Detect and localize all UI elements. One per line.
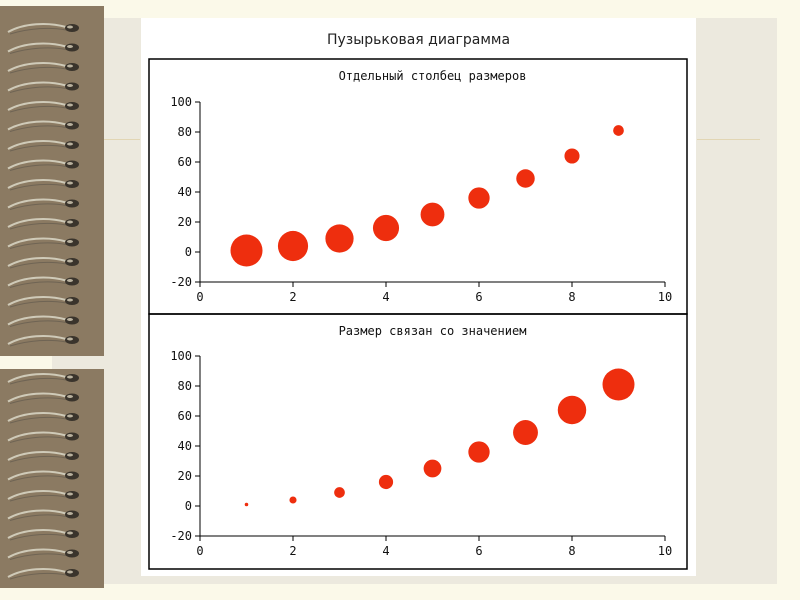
- x-tick-label: 4: [382, 290, 389, 304]
- y-tick-label: 20: [178, 469, 192, 483]
- bubble: [372, 214, 400, 242]
- binder-ring: [7, 198, 79, 210]
- x-tick-label: 10: [658, 290, 672, 304]
- bubble: [602, 368, 635, 401]
- binder-strip-bottom: [0, 369, 104, 588]
- y-tick-label: 100: [170, 349, 192, 363]
- binder-ring: [7, 62, 79, 74]
- y-tick-label: 100: [170, 95, 192, 109]
- bubble: [334, 487, 345, 498]
- binder-ring: [7, 431, 79, 443]
- bubble-charts: Отдельный столбец размеров-2002040608010…: [148, 58, 688, 570]
- bubble: [289, 496, 297, 504]
- binder-ring: [7, 568, 79, 580]
- y-tick-label: -20: [170, 275, 192, 289]
- x-tick-label: 6: [475, 290, 482, 304]
- binder-ring: [7, 315, 79, 327]
- binder-ring: [7, 179, 79, 191]
- y-tick-label: 20: [178, 215, 192, 229]
- y-tick-label: -20: [170, 529, 192, 543]
- bubble: [513, 420, 538, 445]
- x-tick-label: 0: [196, 544, 203, 558]
- binder-ring: [7, 509, 79, 521]
- chart-title: Отдельный столбец размеров: [339, 69, 527, 83]
- binder-ring: [7, 42, 79, 54]
- x-tick-label: 2: [289, 290, 296, 304]
- y-tick-label: 60: [178, 409, 192, 423]
- binder-ring: [7, 237, 79, 249]
- spiral-rings-icon: [7, 23, 79, 580]
- chart-panel: Пузырьковая диаграмма Отдельный столбец …: [141, 18, 696, 576]
- binder-ring: [7, 140, 79, 152]
- binder-ring: [7, 373, 79, 385]
- chart-2: Размер связан со значением-2002040608010…: [148, 313, 688, 570]
- bubble: [557, 395, 587, 425]
- bubble: [423, 459, 442, 478]
- x-tick-label: 0: [196, 290, 203, 304]
- bubble: [516, 169, 535, 188]
- binder-ring: [7, 412, 79, 424]
- binder-ring: [7, 257, 79, 269]
- binder-ring: [7, 490, 79, 502]
- slide-rule-left: [88, 139, 140, 140]
- binder-ring: [7, 120, 79, 132]
- binder-ring: [7, 159, 79, 171]
- y-tick-label: 60: [178, 155, 192, 169]
- chart-1: Отдельный столбец размеров-2002040608010…: [148, 58, 688, 315]
- x-tick-label: 10: [658, 544, 672, 558]
- bubble: [244, 502, 249, 507]
- bubble: [378, 474, 394, 490]
- bubble: [420, 202, 445, 227]
- bubble: [325, 224, 354, 253]
- binder-ring: [7, 101, 79, 113]
- bubble: [468, 441, 490, 463]
- y-tick-label: 0: [185, 499, 192, 513]
- bubble: [277, 230, 309, 262]
- x-tick-label: 6: [475, 544, 482, 558]
- chart-title: Размер связан со значением: [339, 324, 527, 338]
- x-tick-label: 4: [382, 544, 389, 558]
- bubble: [468, 187, 490, 209]
- bubble: [613, 125, 624, 136]
- y-tick-label: 0: [185, 245, 192, 259]
- x-tick-label: 8: [568, 290, 575, 304]
- y-tick-label: 80: [178, 125, 192, 139]
- binder-ring: [7, 296, 79, 308]
- binder-ring: [7, 276, 79, 288]
- y-tick-label: 40: [178, 439, 192, 453]
- binder-ring: [7, 529, 79, 541]
- binder-ring: [7, 451, 79, 463]
- binder-ring: [7, 81, 79, 93]
- page-title: Пузырьковая диаграмма: [326, 32, 511, 48]
- x-tick-label: 8: [568, 544, 575, 558]
- y-tick-label: 80: [178, 379, 192, 393]
- y-tick-label: 40: [178, 185, 192, 199]
- binder-ring: [7, 335, 79, 347]
- binder-ring: [7, 548, 79, 560]
- chart-frame: [148, 58, 688, 315]
- binder-ring: [7, 392, 79, 404]
- chart-frame: [148, 313, 688, 570]
- binder-ring: [7, 218, 79, 230]
- slide-rule-right: [697, 139, 760, 140]
- x-tick-label: 2: [289, 544, 296, 558]
- binder-ring: [7, 23, 79, 35]
- bubble: [230, 234, 263, 267]
- binder-ring: [7, 470, 79, 482]
- bubble: [564, 148, 580, 164]
